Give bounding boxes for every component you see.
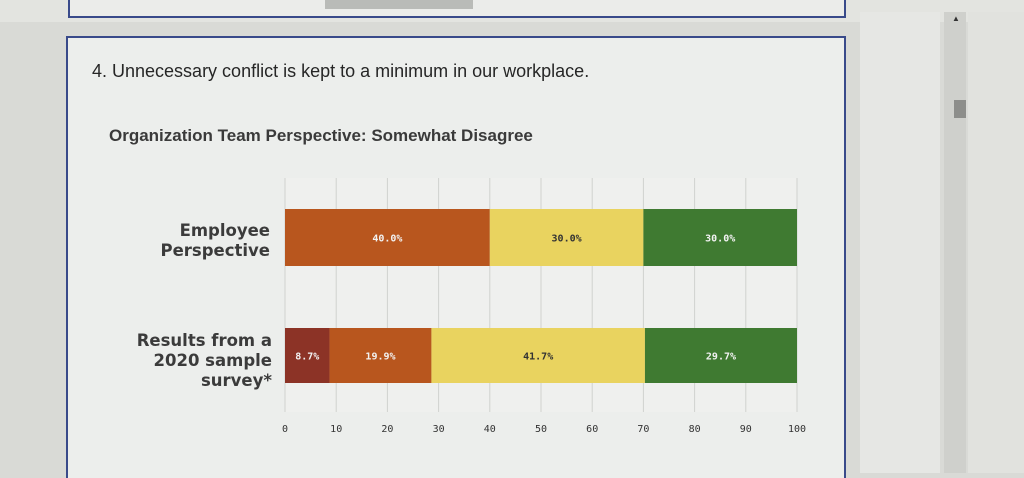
bar-segment: [329, 328, 432, 383]
previous-question-card: [68, 0, 846, 18]
bar-segment: [489, 209, 644, 266]
x-tick-label: 50: [535, 424, 547, 435]
data-label: 30.0%: [705, 234, 735, 245]
toolbar-tab[interactable]: [325, 0, 473, 9]
bar-segment: [285, 328, 330, 383]
x-tick-label: 100: [788, 424, 806, 435]
chart-title: Organization Team Perspective: Somewhat …: [109, 126, 533, 145]
data-label: 29.7%: [706, 352, 736, 363]
bar-segment: [285, 209, 490, 266]
category-label: survey*: [201, 371, 272, 390]
x-tick-label: 60: [586, 424, 598, 435]
question-text: 4. Unnecessary conflict is kept to a min…: [92, 61, 590, 81]
data-label: 8.7%: [295, 352, 319, 363]
bar-segment: [644, 328, 797, 383]
category-label: Results from a: [137, 331, 272, 350]
x-tick-label: 70: [637, 424, 649, 435]
window-edge: [968, 12, 1024, 473]
x-tick-label: 90: [740, 424, 752, 435]
category-label: Employee: [180, 221, 270, 240]
side-panel: [860, 12, 940, 473]
x-tick-label: 30: [433, 424, 445, 435]
x-tick-label: 40: [484, 424, 496, 435]
category-label: Perspective: [160, 241, 270, 260]
x-tick-label: 80: [689, 424, 701, 435]
scroll-up-arrow-icon[interactable]: ▲: [952, 14, 960, 23]
x-tick-label: 20: [381, 424, 393, 435]
x-tick-label: 0: [282, 424, 288, 435]
data-label: 19.9%: [365, 352, 395, 363]
scrollbar[interactable]: [944, 12, 966, 473]
category-label: 2020 sample: [154, 351, 272, 370]
x-tick-label: 10: [330, 424, 342, 435]
data-label: 40.0%: [372, 234, 402, 245]
data-label: 41.7%: [523, 352, 553, 363]
bar-segment: [643, 209, 797, 266]
data-label: 30.0%: [552, 234, 582, 245]
scrollbar-thumb[interactable]: [954, 100, 966, 118]
bar-segment: [431, 328, 645, 383]
